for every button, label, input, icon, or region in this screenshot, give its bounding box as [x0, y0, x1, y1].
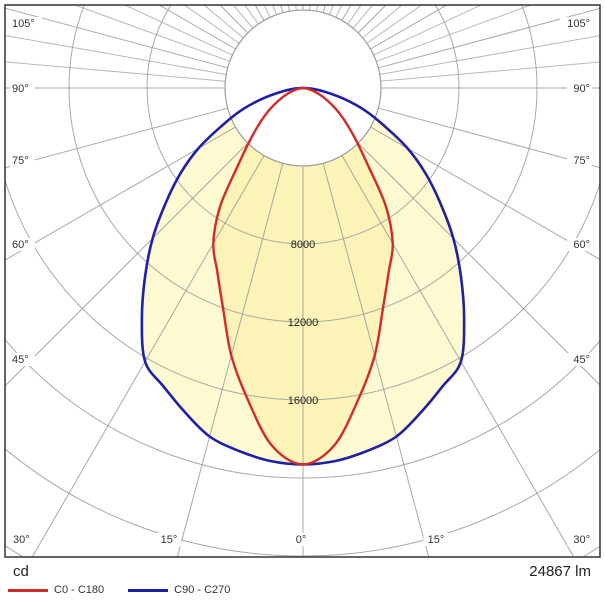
angle-label: 75° — [12, 155, 29, 167]
legend: C0 - C180 C90 - C270 — [8, 584, 254, 596]
angle-label: 105° — [12, 18, 35, 30]
angle-label: 75° — [573, 155, 590, 167]
curve-c0-c180 — [212, 86, 394, 466]
chart-frame — [4, 4, 601, 558]
legend-label: C0 - C180 — [54, 584, 105, 596]
unit-label: cd — [13, 563, 29, 580]
luminous-flux-label: 24867 lm — [529, 563, 591, 580]
angle-label: 60° — [573, 239, 590, 251]
angle-label: 90° — [573, 83, 590, 95]
angle-label: 30° — [13, 534, 30, 546]
legend-swatch-blue — [128, 588, 169, 592]
angle-label: 30° — [573, 534, 590, 546]
legend-swatch-red — [8, 588, 48, 592]
angle-label: 60° — [12, 239, 29, 251]
legend-item-c90-c270: C90 - C270 — [128, 584, 230, 596]
legend-label: C90 - C270 — [174, 584, 231, 596]
angle-label: 15° — [161, 534, 178, 546]
angle-label: 105° — [567, 18, 590, 30]
intensity-curves — [140, 86, 466, 466]
angle-label: 0° — [296, 534, 307, 546]
radial-tick-label: 16000 — [288, 395, 319, 407]
angle-label: 45° — [573, 354, 590, 366]
angle-label: 45° — [12, 354, 29, 366]
legend-item-c0-c180: C0 - C180 — [8, 584, 104, 596]
radial-tick-label: 12000 — [288, 317, 319, 329]
radial-tick-label: 8000 — [291, 239, 315, 251]
angle-label: 90° — [12, 83, 29, 95]
angle-label: 15° — [428, 534, 445, 546]
axis-labels: 8000 12000 16000 105° 90° 75° 60° 45° 30° 15° 0° 15… — [10, 17, 592, 546]
